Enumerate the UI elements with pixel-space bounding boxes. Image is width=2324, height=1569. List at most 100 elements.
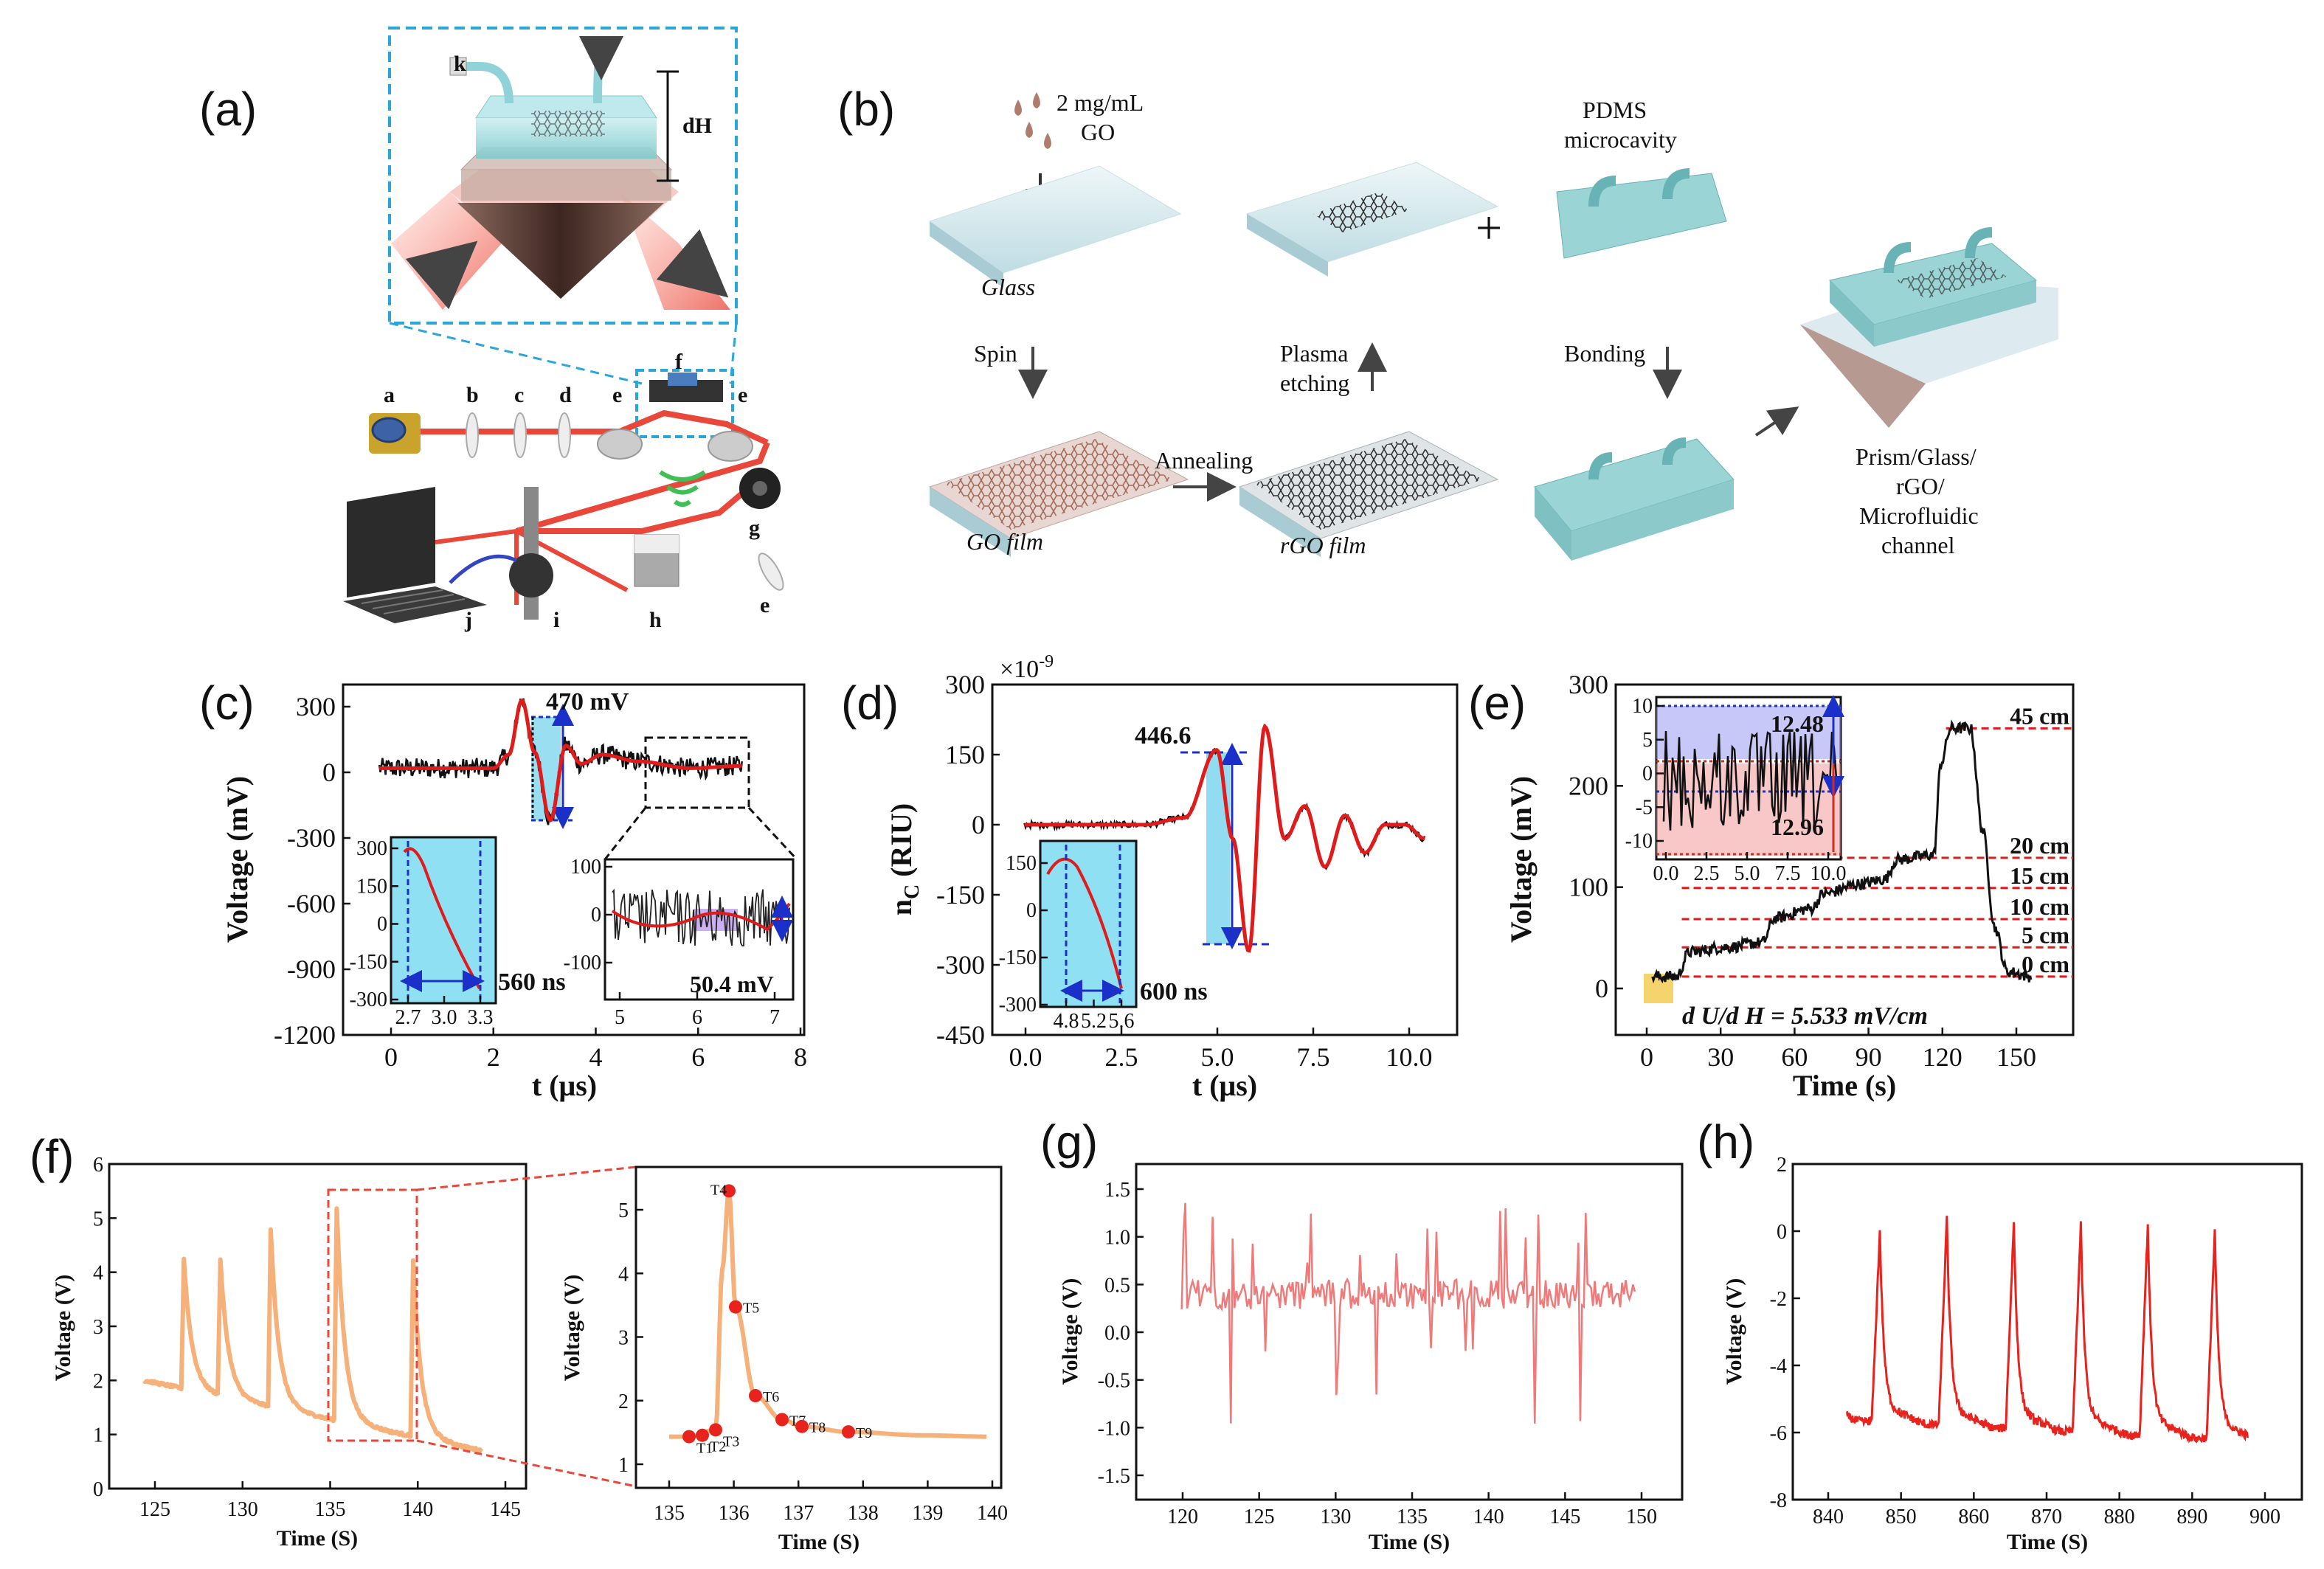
e-ytick-2: 100	[1569, 873, 1608, 902]
d-in-ytick-2: -150	[999, 946, 1037, 969]
level-label-0: 45 cm	[2010, 702, 2069, 729]
c-ytick-4: -900	[287, 955, 336, 984]
panel-d-label: (d)	[841, 676, 899, 730]
cable	[449, 554, 518, 584]
letter-b: b	[466, 383, 479, 407]
c-in2-xtick-2: 7	[770, 1006, 780, 1029]
slope-annotation: d U/d H = 5.533 mV/cm	[1682, 1002, 1928, 1030]
c-in1-xtick-0: 2.7	[395, 1006, 421, 1029]
point-T4	[722, 1184, 736, 1198]
spin-label: Spin	[974, 340, 1017, 367]
inset-curve	[403, 847, 481, 989]
g-xtick-2: 130	[1320, 1506, 1351, 1528]
acoustic-wave	[659, 470, 706, 482]
e-xtick-0: 0	[1640, 1042, 1653, 1072]
panel-e-label: (e)	[1468, 676, 1526, 730]
voltage-line	[1651, 719, 2033, 984]
y-axis-label: Voltage (mV)	[221, 776, 254, 943]
x-ticks: 120 125 130 135 140 145 150	[1167, 1492, 1657, 1528]
optical-setup: a b c d e f e g e h i j	[343, 350, 784, 632]
e-in-xtick-1: 2.5	[1694, 862, 1720, 885]
y-axis-label-left: Voltage (V)	[51, 1275, 75, 1382]
h-ytick-1: 0	[1777, 1221, 1787, 1244]
laser-beam-return	[515, 441, 770, 534]
time-annotation: 600 ns	[1140, 978, 1208, 1005]
plot-frame	[1614, 683, 2075, 1036]
g-ytick-2: 0.5	[1104, 1274, 1130, 1297]
level-label-3: 10 cm	[2010, 893, 2069, 920]
x-axis-label: Time (S)	[1369, 1530, 1450, 1554]
g-ytick-0: 1.5	[1104, 1179, 1130, 1202]
point-T9	[842, 1425, 855, 1439]
g-xtick-5: 145	[1549, 1506, 1580, 1528]
valve-k-label: k	[454, 52, 466, 76]
y-ticks-left: 6 5 4 3 2 1 0	[93, 1154, 117, 1501]
panel-b: (b) 2 mg/mL GO Glass Spin GO film Anneal…	[837, 83, 2058, 561]
microcavity-label: microcavity	[1564, 126, 1677, 153]
x-axis-label: t (μs)	[1192, 1069, 1257, 1102]
panel-b-label: (b)	[837, 83, 895, 136]
level-label-5: 0 cm	[2022, 951, 2069, 977]
c-xtick-1: 2	[487, 1042, 500, 1072]
plot-frame	[991, 683, 1459, 1036]
inset-y-ticks: 150 0 -150 -300	[999, 852, 1048, 1016]
inset-y-ticks: 10 5 0 -5 -10	[1625, 695, 1664, 853]
c-in2-ytick-0: 100	[570, 856, 601, 879]
etching-label: etching	[1280, 370, 1349, 396]
letter-a: a	[384, 383, 395, 407]
panel-f-label: (f)	[30, 1130, 74, 1183]
g-xtick-3: 135	[1397, 1506, 1428, 1528]
go-text: GO	[1081, 119, 1115, 145]
final-label-2: rGO/	[1896, 473, 1945, 499]
y-ticks: 300 150 0 -150 -300 -450	[936, 670, 1000, 1050]
h-ytick-0: 2	[1777, 1154, 1787, 1177]
d-xtick-0: 0.0	[1009, 1042, 1042, 1072]
d-ytick-2: 0	[972, 810, 985, 839]
inset-x-ticks: 2.7 3.0 3.3	[395, 996, 494, 1029]
inset-noise-line	[612, 888, 790, 947]
x-ticks: 0.0 2.5 5.0 7.5 10.0	[1009, 1028, 1433, 1072]
h-xtick-6: 900	[2249, 1506, 2280, 1528]
e-xtick-2: 60	[1781, 1042, 1808, 1072]
go-drops	[1014, 92, 1051, 149]
y-axis-label: Voltage (V)	[1722, 1278, 1746, 1385]
point-T5	[729, 1300, 742, 1314]
d-xtick-3: 7.5	[1297, 1042, 1330, 1072]
c-xtick-3: 6	[691, 1042, 705, 1072]
d-ytick-3: -150	[936, 880, 985, 910]
e-in-ytick-1: 5	[1642, 729, 1653, 752]
fR-xtick-4: 139	[912, 1502, 943, 1525]
g-ytick-3: 0.0	[1104, 1322, 1130, 1345]
h-xtick-2: 860	[1958, 1506, 1989, 1528]
mirror-e3	[758, 553, 784, 591]
pdms-label: PDMS	[1583, 97, 1647, 123]
inset-x-ticks: 4.8 5.2 5.6	[1054, 1000, 1135, 1033]
letter-g: g	[749, 516, 760, 540]
fL-ytick-2: 4	[93, 1262, 103, 1285]
beam-arrow-out	[656, 229, 729, 298]
c-in2-xtick-1: 6	[692, 1006, 702, 1029]
point-T8	[795, 1419, 809, 1433]
d-ytick-1: 150	[945, 740, 985, 769]
c-in1-ytick-0: 300	[356, 837, 387, 860]
c-in2-xtick-0: 5	[615, 1006, 625, 1029]
go-film-label: GO film	[966, 528, 1043, 555]
peak-annotation: 446.6	[1135, 722, 1192, 749]
h-ytick-4: -6	[1770, 1422, 1787, 1445]
fR-ytick-1: 4	[618, 1263, 629, 1286]
c-ytick-5: -1200	[274, 1020, 336, 1050]
point-label-T6: T6	[763, 1389, 779, 1405]
e-in-xtick-0: 0.0	[1653, 862, 1679, 885]
plot-frame	[342, 683, 806, 1036]
panel-a-label: (a)	[199, 83, 257, 136]
fR-xtick-2: 137	[783, 1502, 814, 1525]
point-T2	[696, 1428, 709, 1442]
plot-frame-left	[108, 1163, 528, 1490]
h-xtick-3: 870	[2031, 1506, 2062, 1528]
c-in1-ytick-3: -150	[350, 951, 387, 974]
fR-ytick-4: 1	[618, 1454, 629, 1477]
panel-h: (h) 2 0 -2 -4 -6 -8 840 850 860 870 880 890 900 Vol…	[1697, 1115, 2303, 1554]
h-ytick-3: -4	[1770, 1355, 1787, 1378]
final-label-1: Prism/Glass/	[1856, 443, 1977, 470]
